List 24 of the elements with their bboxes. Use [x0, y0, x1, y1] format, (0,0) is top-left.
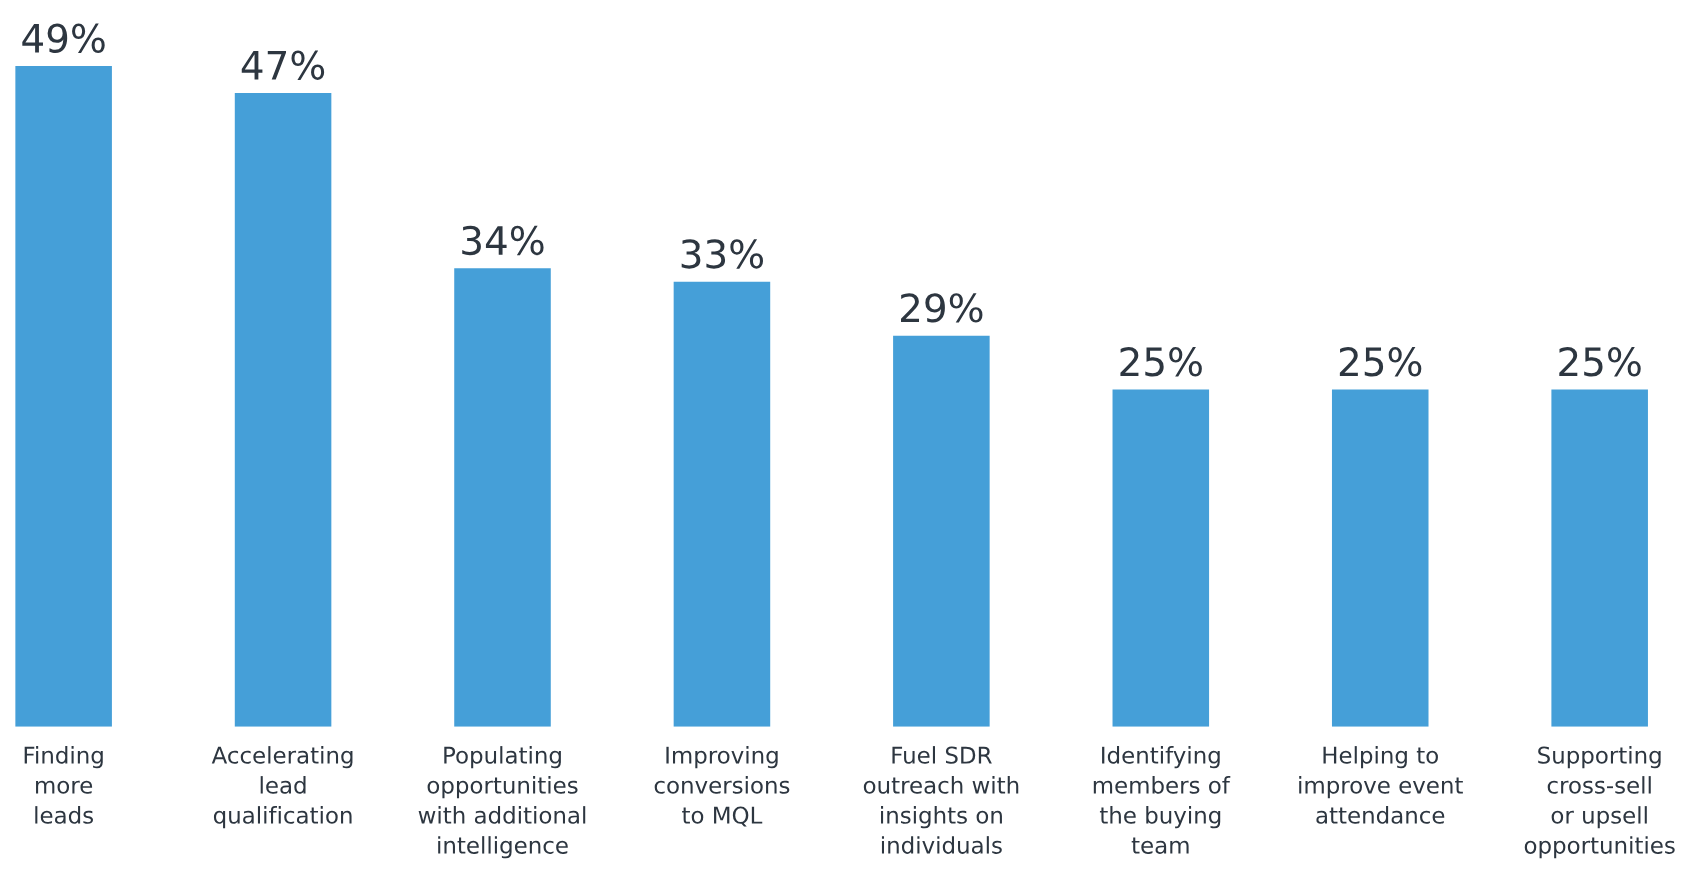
data-label: 25% [1339, 347, 1422, 377]
bar [1112, 389, 1210, 727]
x-tick-label: Finding more leads [24, 746, 103, 824]
bar [1331, 389, 1429, 727]
data-label: 29% [901, 293, 983, 323]
x-tick-label: Supporting cross-sell or upsell opportunities [1524, 746, 1675, 859]
data-label: 25% [1559, 347, 1641, 377]
bar [673, 281, 771, 727]
bar [15, 66, 112, 727]
bar [234, 93, 332, 727]
x-tick-label: Accelerating lead qualification [211, 746, 353, 829]
bar [454, 268, 551, 727]
x-tick-label: Identifying members of the buying team [1093, 746, 1231, 854]
data-label: 49% [22, 23, 105, 53]
data-label: 25% [1120, 347, 1202, 377]
x-tick-label: Improving conversions to MQL [654, 746, 790, 827]
data-label: 33% [681, 239, 764, 269]
x-tick-label: Helping to improve event attendance [1299, 746, 1463, 824]
bar [1551, 389, 1648, 727]
bar [893, 335, 990, 727]
x-tick-label: Fuel SDR outreach with insights on individuals [863, 746, 1019, 854]
x-tick-label: Populating opportunities with additional intelligence [418, 746, 586, 859]
data-label: 34% [462, 225, 544, 256]
data-label: 47% [241, 50, 325, 80]
